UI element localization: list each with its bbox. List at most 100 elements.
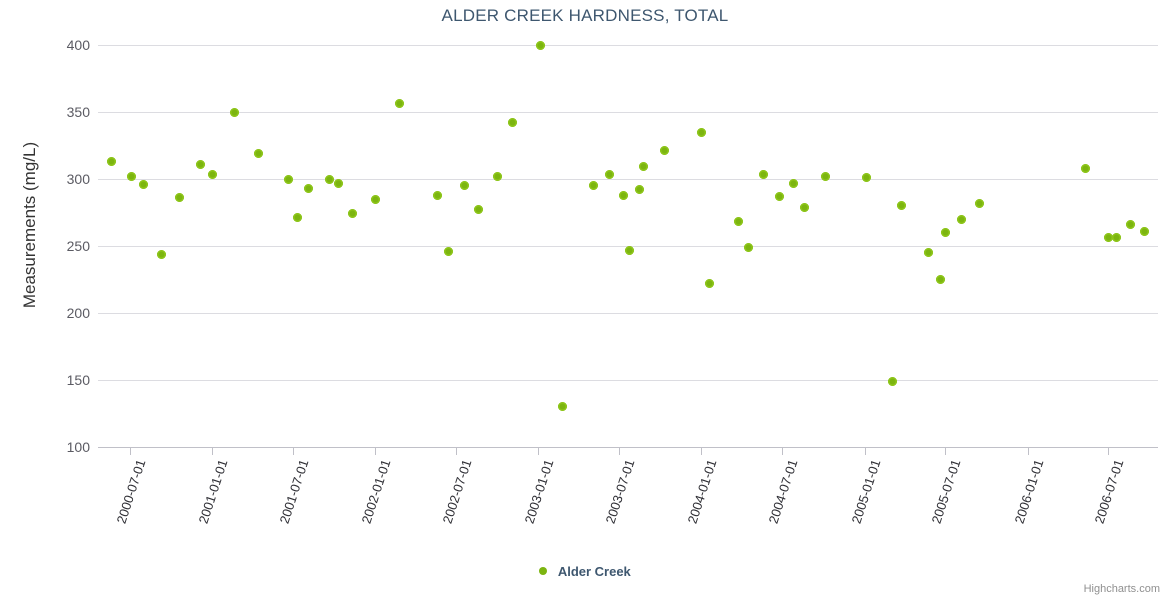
x-tick-mark (1027, 448, 1029, 455)
y-gridline (98, 112, 1158, 113)
x-tick-label: 2003-01-01 (521, 457, 557, 526)
y-gridline (98, 380, 1158, 381)
x-tick-mark (538, 448, 540, 455)
x-tick-label: 2005-07-01 (929, 457, 964, 526)
x-tick-mark (1108, 448, 1110, 455)
data-point[interactable] (157, 249, 167, 259)
x-tick-mark (293, 448, 295, 455)
x-tick-label: 2002-07-01 (439, 457, 475, 526)
chart-title: ALDER CREEK HARDNESS, TOTAL (441, 6, 729, 25)
legend-item-label: Alder Creek (557, 564, 631, 580)
data-point[interactable] (254, 149, 264, 159)
data-point[interactable] (705, 279, 715, 289)
data-point[interactable] (639, 162, 649, 172)
x-tick-mark (619, 448, 621, 455)
data-point[interactable] (139, 179, 149, 189)
data-point[interactable] (370, 194, 380, 204)
data-point[interactable] (1103, 233, 1113, 243)
x-tick-label: 2004-07-01 (766, 457, 801, 526)
data-point[interactable] (460, 181, 470, 191)
data-point[interactable] (347, 209, 357, 219)
data-point[interactable] (535, 40, 545, 50)
data-point[interactable] (861, 173, 871, 183)
data-point[interactable] (634, 185, 644, 195)
data-point[interactable] (940, 228, 950, 238)
x-axis-line (98, 447, 1158, 448)
y-tick-label: 400 (66, 37, 90, 53)
data-point[interactable] (292, 213, 302, 223)
data-point[interactable] (106, 157, 116, 167)
data-point[interactable] (800, 202, 810, 212)
x-tick-mark (864, 448, 866, 455)
data-point[interactable] (888, 376, 898, 386)
data-point[interactable] (127, 171, 137, 181)
data-point[interactable] (696, 127, 706, 137)
data-point[interactable] (1126, 220, 1136, 230)
y-tick-label: 300 (66, 171, 90, 187)
data-point[interactable] (432, 190, 442, 200)
y-tick-label: 350 (66, 104, 90, 120)
data-point[interactable] (230, 107, 240, 117)
data-point[interactable] (195, 159, 205, 169)
y-gridline (98, 179, 1158, 180)
data-point[interactable] (207, 170, 217, 180)
plot-area (98, 40, 1158, 448)
y-axis-title: Measurements (mg/L) (20, 141, 39, 309)
data-point[interactable] (444, 246, 454, 256)
x-tick-label: 2004-01-01 (684, 457, 720, 526)
x-tick-label: 2001-07-01 (276, 457, 312, 526)
data-point[interactable] (508, 118, 518, 128)
data-point[interactable] (304, 183, 314, 193)
data-point[interactable] (625, 245, 635, 255)
x-tick-label: 2000-07-01 (113, 457, 149, 526)
x-tick-mark (782, 448, 784, 455)
legend-marker-icon (539, 566, 548, 575)
data-point[interactable] (589, 181, 599, 191)
data-point[interactable] (1112, 233, 1122, 243)
x-tick-label: 2003-07-01 (602, 457, 638, 526)
data-point[interactable] (759, 170, 769, 180)
data-point[interactable] (558, 402, 568, 412)
data-point[interactable] (492, 171, 502, 181)
data-point[interactable] (1140, 226, 1150, 236)
data-point[interactable] (175, 193, 185, 203)
data-point[interactable] (473, 205, 483, 215)
data-point[interactable] (618, 190, 628, 200)
x-tick-mark (945, 448, 947, 455)
x-tick-label: 2001-01-01 (195, 457, 231, 526)
x-tick-mark (456, 448, 458, 455)
data-point[interactable] (974, 198, 984, 208)
x-tick-mark (130, 448, 132, 455)
data-point[interactable] (936, 275, 946, 284)
chart-legend: Alder Creek (0, 563, 1170, 579)
data-point[interactable] (956, 214, 966, 224)
y-tick-label: 250 (66, 238, 90, 254)
data-point[interactable] (788, 178, 798, 188)
y-tick-label: 200 (66, 305, 90, 321)
y-gridline (98, 313, 1158, 314)
data-point[interactable] (820, 171, 830, 181)
data-point[interactable] (897, 201, 907, 211)
y-tick-label: 150 (66, 372, 90, 388)
x-tick-label: 2005-01-01 (848, 457, 884, 526)
data-point[interactable] (743, 242, 753, 252)
data-point[interactable] (324, 174, 334, 184)
data-point[interactable] (395, 99, 405, 109)
data-point[interactable] (333, 178, 343, 188)
data-point[interactable] (734, 217, 744, 227)
data-point[interactable] (775, 191, 785, 201)
x-tick-mark (701, 448, 703, 455)
chart-credits[interactable]: Highcharts.com (1083, 583, 1160, 595)
y-tick-label: 100 (66, 439, 90, 455)
data-point[interactable] (1080, 163, 1090, 173)
x-tick-label: 2006-01-01 (1011, 457, 1047, 526)
data-point[interactable] (605, 170, 615, 180)
legend-item-alder-creek[interactable]: Alder Creek (539, 563, 631, 579)
x-tick-mark (212, 448, 214, 455)
x-tick-mark (375, 448, 377, 455)
data-point[interactable] (283, 174, 293, 184)
data-point[interactable] (659, 146, 669, 156)
data-point[interactable] (924, 248, 934, 258)
y-gridline (98, 45, 1158, 46)
